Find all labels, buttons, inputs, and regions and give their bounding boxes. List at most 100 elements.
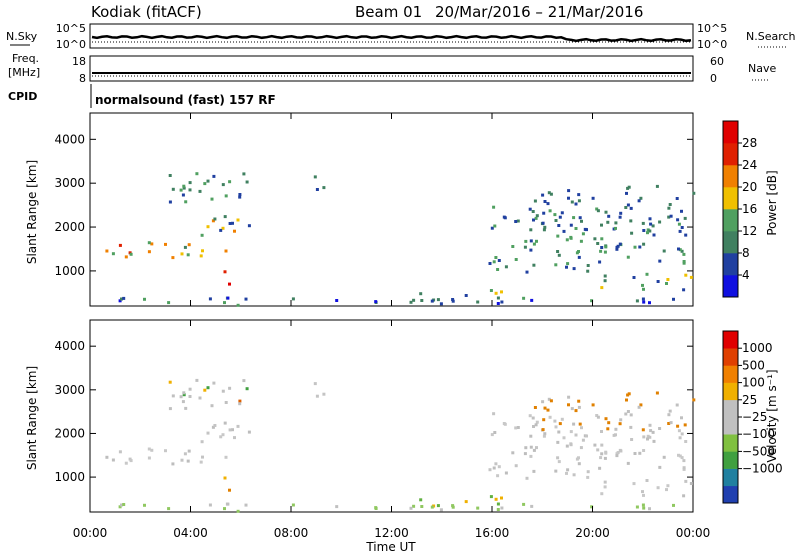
velocity-cell — [514, 464, 518, 468]
power-cell — [629, 206, 633, 210]
velocity-cell — [667, 413, 671, 417]
power-cell — [614, 226, 617, 230]
power-cell — [638, 245, 642, 249]
velocity-cell — [529, 434, 533, 438]
y-tick-label: 2000 — [54, 220, 85, 234]
y-tick-label: 4000 — [54, 339, 85, 353]
power-cell — [641, 297, 645, 301]
power-cell — [224, 249, 228, 253]
power-cell — [118, 299, 122, 303]
y-tick-label: 3000 — [54, 383, 85, 397]
colorbar-tick-label: 8 — [742, 246, 750, 260]
colorbar-tick-label: 12 — [742, 224, 757, 238]
velocity-cell — [554, 425, 558, 429]
velocity-cell — [171, 394, 175, 398]
colorbar-tick-label: −100 — [742, 427, 775, 441]
power-cell — [677, 222, 681, 226]
colorbar-tick-label: −500 — [742, 444, 775, 458]
velocity-cell — [533, 406, 537, 409]
nsky-panel-frame — [89, 23, 694, 49]
velocity-cell — [206, 386, 210, 390]
velocity-cell — [525, 476, 529, 480]
power-cell — [600, 237, 604, 241]
power-cell — [682, 260, 686, 263]
velocity-cell — [228, 428, 232, 432]
velocity-cell — [600, 430, 603, 433]
velocity-colorbar-label: Velocity [m s⁻¹] — [765, 369, 779, 462]
velocity-cell — [223, 476, 227, 480]
power-cell — [578, 216, 582, 220]
velocity-cell — [553, 419, 557, 423]
power-cell — [179, 188, 183, 192]
power-cell — [557, 224, 561, 227]
power-cell — [542, 211, 546, 215]
velocity-cell — [247, 430, 251, 434]
velocity-cell — [171, 462, 175, 466]
velocity-cell — [577, 399, 581, 403]
velocity-cell — [565, 471, 568, 475]
power-cell — [226, 296, 230, 300]
velocity-cell — [566, 468, 570, 472]
power-cell — [543, 225, 547, 229]
power-cell — [560, 211, 564, 215]
y-tick-label: 4000 — [54, 132, 85, 146]
colorbar-segment — [723, 468, 738, 487]
power-cell — [554, 219, 558, 222]
power-cell — [596, 209, 600, 213]
velocity-cell — [532, 469, 536, 473]
power-cell — [672, 297, 675, 301]
power-cell — [206, 179, 210, 183]
velocity-cell — [496, 502, 500, 506]
colorbar-tick-label: 20 — [742, 180, 757, 194]
power-cell — [535, 239, 538, 243]
velocity-cell — [557, 430, 561, 434]
power-cell — [558, 215, 562, 219]
colorbar-segment — [723, 485, 738, 504]
freq-panel-frame — [89, 55, 694, 82]
power-cell — [409, 300, 413, 304]
colorbar-segment — [723, 253, 738, 276]
velocity-cell — [168, 380, 172, 384]
freq-label-1: Freq. — [12, 52, 39, 65]
velocity-cell — [522, 502, 526, 506]
velocity-cell — [668, 409, 672, 413]
velocity-cell — [228, 488, 231, 492]
power-yticks: 1000 2000 3000 4000 — [54, 132, 693, 278]
power-cell — [689, 275, 693, 279]
velocity-cell — [120, 503, 123, 507]
freq-tick-low: 8 — [79, 72, 86, 85]
velocity-cell — [233, 436, 236, 440]
velocity-cell — [678, 436, 682, 440]
velocity-cell — [600, 443, 604, 447]
colorbar-tick-label: 100 — [742, 376, 765, 390]
velocity-cell — [420, 505, 424, 508]
power-cell — [658, 220, 662, 224]
velocity-cell — [682, 466, 686, 470]
power-cell — [531, 210, 535, 213]
velocity-cell — [238, 402, 242, 406]
power-cell — [548, 209, 552, 213]
velocity-cell — [577, 456, 580, 460]
nsky-label: N.Sky — [6, 30, 38, 43]
power-cell — [492, 260, 496, 264]
power-cell — [572, 216, 576, 220]
power-cell — [639, 196, 643, 200]
power-cell — [412, 298, 416, 302]
velocity-cell — [206, 431, 210, 435]
power-cell — [492, 205, 496, 209]
colorbar-segment — [723, 143, 738, 166]
velocity-cell — [615, 454, 619, 458]
power-cell — [203, 182, 207, 186]
power-cell — [595, 207, 599, 211]
power-cell — [529, 239, 533, 243]
power-cell — [219, 228, 223, 232]
colorbar-tick-label: −1000 — [742, 462, 783, 476]
velocity-cell — [652, 439, 656, 443]
power-cell — [496, 302, 500, 305]
y-tick-label: 2000 — [54, 426, 85, 440]
x-tick-label: 00:00 — [676, 526, 711, 540]
power-cell — [291, 297, 295, 301]
velocity-cell — [118, 450, 122, 454]
velocity-cell — [635, 505, 639, 509]
velocity-cell — [322, 392, 326, 396]
